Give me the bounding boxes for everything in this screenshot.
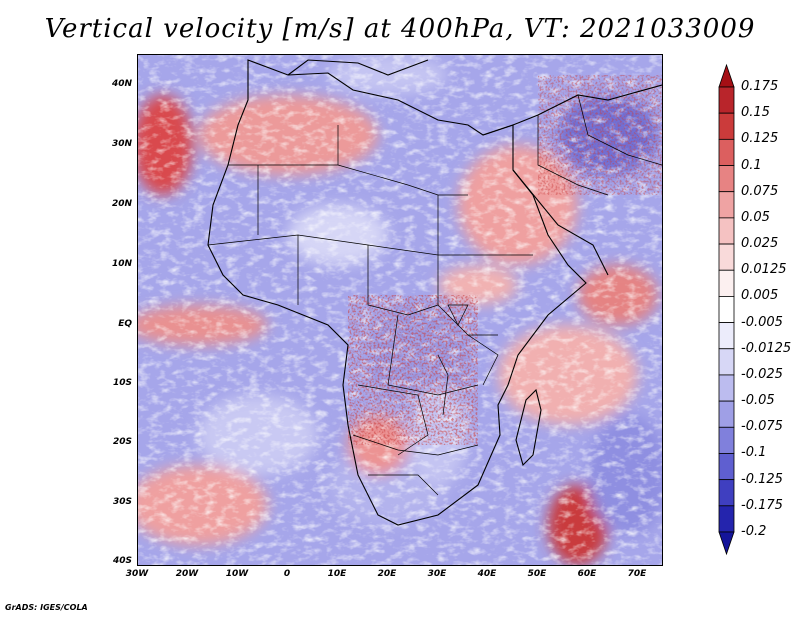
coastlines [207,59,662,526]
colorbar-label: -0.0125 [741,340,792,356]
colorbar-box [718,322,735,350]
country-borders [207,94,662,496]
velocity-map [137,54,663,566]
colorbar-box [718,426,735,454]
lat-label-10n: 10N [111,259,132,269]
lon-label-20e: 20E [377,569,397,579]
colorbar-box [718,400,735,428]
colorbar-box [718,453,735,481]
velocity-field-plot [138,55,662,565]
colorbar-label: -0.075 [741,419,783,435]
colorbar-box [718,348,735,376]
colorbar-top-cap [718,63,735,88]
colorbar-label: 0.1 [741,157,762,173]
lon-label-10w: 10W [225,569,249,579]
mediterranean-coastline [287,59,429,76]
colorbar-label: 0.005 [741,288,779,304]
footer-credit: GrADS: IGES/COLA [5,603,88,612]
colorbar-box [718,243,735,271]
colorbar-label: 0.175 [741,79,779,94]
convective-speckle [348,75,662,445]
colorbar-label: 0.05 [741,209,770,225]
lon-label-10e: 10E [327,569,347,579]
colorbar-label: -0.05 [741,393,775,409]
colorbar-bottom-cap [718,531,735,556]
lon-label-70e: 70E [627,569,647,579]
arabia-coastline [512,169,609,276]
colorbar-box [718,296,735,323]
colorbar-label: -0.125 [741,471,783,487]
colorbar-label: -0.175 [741,497,783,513]
colorbar-box [718,479,735,507]
colorbar-label: -0.005 [741,314,783,330]
colorbar-label: 0.025 [741,236,779,252]
colorbar-label: 0.125 [741,131,779,147]
colorbar-box [718,112,735,140]
lat-label-20n: 20N [111,199,132,209]
lon-label-30e: 30E [427,569,447,579]
colorbar-label: 0.0125 [741,262,787,278]
colorbar-box [718,505,735,533]
lat-label-30s: 30S [112,497,132,507]
colorbar [718,63,735,556]
lon-label-30w: 30W [125,569,149,579]
lat-label-40s: 40S [112,556,132,566]
mideast-coastline [482,84,662,136]
colorbar-box [718,165,735,193]
lon-label-40e: 40E [477,569,497,579]
lat-label-eq: EQ [118,319,132,329]
colorbar-label: -0.025 [741,366,783,382]
colorbar-box [718,374,735,402]
colorbar-box [718,217,735,245]
lon-label-60e: 60E [577,569,597,579]
lat-label-10s: 10S [112,378,132,388]
colorbar-label: -0.1 [741,445,767,461]
madagascar-coastline [515,388,542,467]
colorbar-label: 0.15 [741,105,770,121]
colorbar-box [718,191,735,219]
lon-label-0: 0 [283,569,291,579]
colorbar-label: 0.075 [741,183,779,199]
colorbar-box [718,138,735,166]
colorbar-label: -0.2 [741,524,767,539]
lat-label-30n: 30N [111,139,132,149]
lon-label-20w: 20W [175,569,199,579]
lat-label-40n: 40N [111,79,132,89]
colorbar-box [718,269,735,297]
colorbar-box [718,86,735,114]
lat-label-20s: 20S [112,437,132,447]
africa-coastline [207,59,587,526]
lon-label-50e: 50E [527,569,547,579]
chart-title: Vertical velocity [m/s] at 400hPa, VT: 2… [44,14,756,44]
